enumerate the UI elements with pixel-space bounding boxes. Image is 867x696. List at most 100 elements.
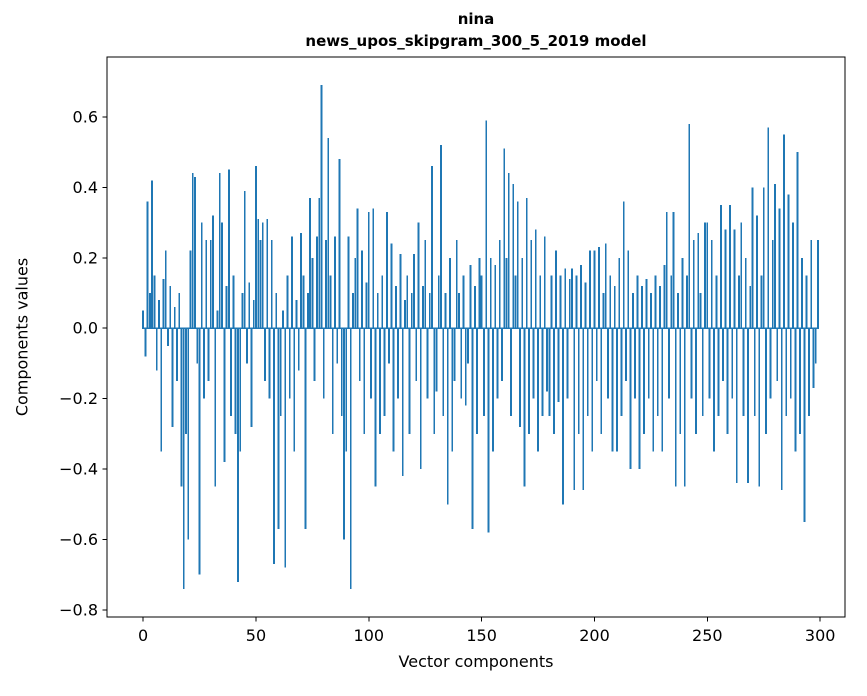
bar [521, 257, 524, 329]
bar [388, 328, 391, 364]
bar [575, 275, 578, 329]
bar [340, 328, 343, 417]
bar [618, 257, 621, 329]
bar [277, 328, 280, 529]
bar [568, 278, 571, 329]
bar [318, 197, 321, 329]
bar [571, 268, 573, 329]
bar [428, 292, 431, 329]
bar [532, 328, 535, 399]
bar [408, 328, 411, 434]
bar [530, 240, 533, 329]
bar [776, 328, 779, 382]
bar [399, 254, 402, 329]
y-tick-label: 0.2 [73, 248, 98, 267]
zero-baseline [141, 327, 820, 329]
bar [792, 222, 794, 329]
bar [498, 240, 501, 329]
bar [729, 204, 731, 329]
bar [679, 328, 682, 434]
bar [255, 166, 257, 329]
bar [613, 285, 616, 329]
bar [546, 328, 548, 392]
bar [507, 173, 510, 329]
bar [200, 222, 203, 329]
bar [487, 328, 490, 533]
x-tick-label: 250 [692, 626, 723, 645]
bar [178, 292, 181, 329]
bar [144, 328, 147, 357]
bar [672, 211, 675, 329]
bar [257, 219, 260, 329]
bar [336, 328, 339, 364]
bar [234, 328, 237, 434]
bar [334, 236, 336, 329]
bar [717, 328, 720, 417]
bar [690, 328, 693, 399]
bar [564, 268, 567, 329]
bar [214, 328, 217, 487]
bar [291, 236, 293, 329]
bar [780, 328, 783, 491]
bar [724, 229, 727, 329]
bar [710, 240, 713, 329]
bar [756, 215, 758, 329]
bar [358, 328, 361, 382]
bar [250, 328, 253, 427]
bar [670, 275, 673, 329]
bar [279, 328, 282, 417]
bar [634, 328, 637, 399]
bar [209, 240, 212, 329]
bar [503, 148, 506, 329]
bar [322, 328, 325, 399]
bar [514, 275, 517, 329]
x-tick-label: 100 [354, 626, 385, 645]
bar [449, 257, 451, 329]
bar [417, 222, 420, 329]
bar [762, 187, 765, 329]
bar [753, 328, 756, 417]
bar [171, 328, 174, 427]
bar [282, 310, 284, 329]
bar [749, 285, 752, 329]
bar [297, 328, 300, 371]
bar [444, 292, 447, 329]
bar [426, 328, 429, 399]
bar [221, 222, 223, 329]
bar [566, 328, 569, 399]
bar [593, 250, 596, 329]
bar [167, 328, 169, 346]
bar [343, 328, 345, 540]
bar [363, 328, 366, 434]
bar [158, 300, 160, 329]
bar [573, 328, 576, 491]
bar [620, 328, 623, 417]
bar [151, 180, 154, 329]
bar [552, 328, 555, 434]
bar [561, 328, 564, 505]
bar [315, 236, 318, 329]
bar [442, 328, 445, 417]
bar [539, 275, 542, 329]
bar [604, 243, 607, 329]
bar [742, 328, 745, 417]
bar [372, 208, 375, 329]
bar [631, 292, 634, 329]
bar [771, 240, 774, 329]
bar [512, 183, 515, 329]
bar [785, 328, 788, 417]
bar [559, 275, 562, 329]
bar [370, 328, 372, 399]
bar [379, 328, 381, 434]
bar [467, 328, 469, 364]
bar [153, 275, 156, 329]
bar [659, 285, 661, 329]
bar [668, 328, 670, 399]
bar [645, 278, 648, 329]
bar [356, 208, 359, 329]
bar [483, 328, 485, 417]
x-tick-label: 200 [579, 626, 610, 645]
axis-ticks [102, 116, 821, 622]
bar [706, 222, 709, 329]
